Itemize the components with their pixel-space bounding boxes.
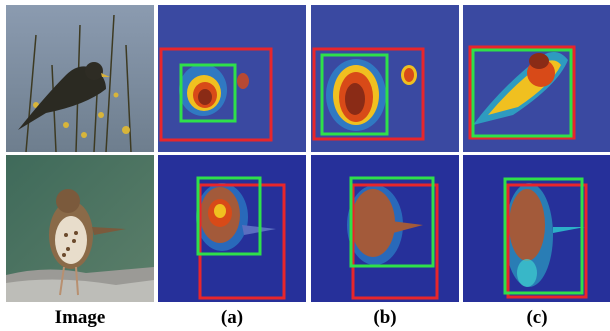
original-image-sparrow: [6, 155, 154, 302]
heatmap-a-blackbird: [158, 5, 306, 152]
column-label-c: (c): [526, 307, 548, 328]
ground-truth-box: [159, 47, 273, 142]
heatmap-b-sparrow: [311, 155, 459, 302]
heatmap-a-sparrow: [158, 155, 306, 302]
column-label-a: (a): [220, 307, 244, 328]
heatmap-b-blackbird: [311, 5, 459, 152]
heatmap-c-blackbird: [463, 5, 610, 152]
column-label-b: (b): [373, 307, 397, 328]
heatmap-c-sparrow: [463, 155, 610, 302]
column-label-image: Image: [54, 307, 106, 328]
predicted-box: [179, 63, 237, 123]
original-image-blackbird: [6, 5, 154, 152]
